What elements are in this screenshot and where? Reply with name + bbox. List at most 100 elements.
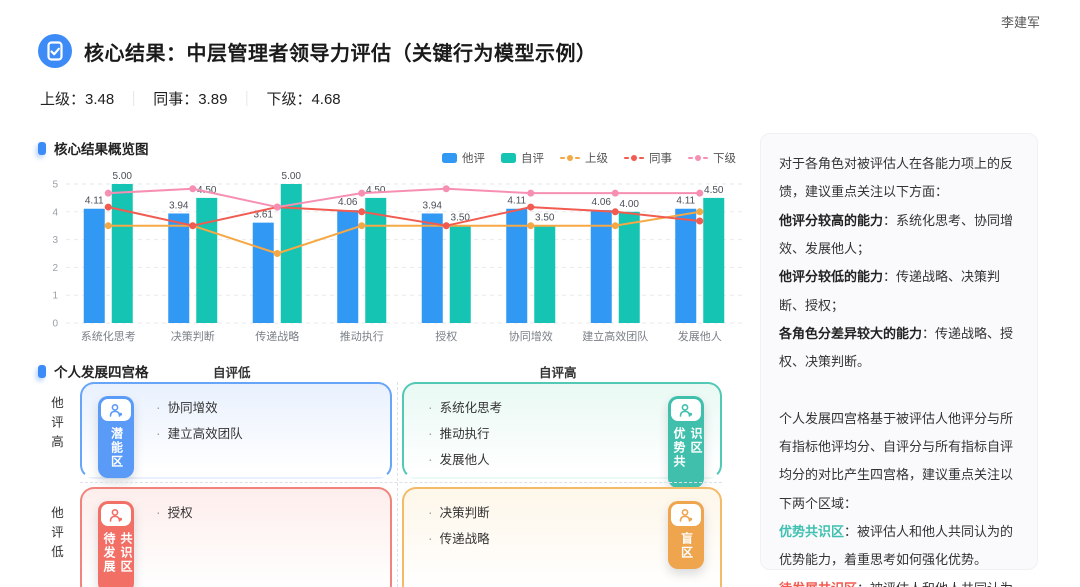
svg-text:1: 1 (52, 291, 58, 302)
svg-text:发展他人: 发展他人 (678, 329, 722, 343)
section-overview-title: 核心结果概览图 (38, 138, 149, 158)
item-bullet-icon: · (428, 450, 433, 467)
legend-swatch-bar-icon (501, 153, 516, 163)
item-bullet-icon: · (156, 424, 161, 441)
advice-text: 对于各角色对被评估人在各能力项上的反馈，建议重点关注以下方面： (779, 156, 1014, 200)
svg-text:建立高效团队: 建立高效团队 (582, 329, 648, 343)
person-star-icon (671, 399, 701, 421)
item-label: 协同增效 (167, 401, 218, 415)
svg-text:3.94: 3.94 (423, 200, 443, 211)
legend-label: 下级 (713, 153, 736, 165)
advice-paragraph: 各角色分差异较大的能力：传递战略、授权、决策判断。 (779, 320, 1019, 377)
page-title: 核心结果：中层管理者领导力评估（关键行为模型示例） (84, 42, 597, 65)
advice-paragraph: 待发展共识区：被评估人和他人共同认为的发展机会，着重关注对其工作结果影响较大的能… (779, 575, 1019, 587)
advice-text: ：系统化思考、协同增效、发展他人； (779, 212, 1014, 256)
svg-text:4.06: 4.06 (592, 197, 612, 208)
zone-item: · 系统化思考 (428, 397, 502, 416)
svg-text:3.50: 3.50 (535, 213, 555, 224)
advice-text: 他评分较高的能力 (779, 212, 884, 228)
item-label: 建立高效团队 (167, 427, 243, 441)
section-overview-label: 核心结果概览图 (54, 142, 149, 157)
quadrant-cell-potential: 潜能区 · 协同增效 · 建立高效团队 (80, 382, 392, 479)
report-clipboard-icon (38, 34, 72, 68)
person-alert-icon (101, 504, 131, 526)
legend-swatch-bar-icon (442, 153, 457, 163)
advice-paragraph: 他评分较高的能力：系统化思考、协同增效、发展他人； (779, 207, 1019, 264)
item-label: 系统化思考 (439, 401, 503, 415)
quadrant-divider-vertical (397, 382, 398, 587)
svg-text:3.50: 3.50 (451, 213, 471, 224)
advice-panel: 对于各角色对被评估人在各能力项上的反馈，建议重点关注以下方面： 他评分较高的能力：… (760, 133, 1038, 587)
svg-text:3.61: 3.61 (254, 210, 274, 221)
quadrant-col-header-self-low: 自评低 (213, 366, 251, 380)
advice-paragraph: 他评分较低的能力：传递战略、决策判断、授权； (779, 263, 1019, 320)
svg-text:4.06: 4.06 (338, 197, 358, 208)
legend-label: 上级 (585, 153, 608, 165)
advice-highlight: 优势共识区 (779, 523, 845, 539)
advice-text: 他评分较低的能力 (779, 269, 884, 285)
zone-badge-待发展共识区: 待发展共识区 (98, 501, 134, 587)
svg-text:4: 4 (52, 207, 58, 218)
advice-text: 各角色分差异较大的能力 (779, 325, 923, 341)
svg-text:4.50: 4.50 (704, 185, 724, 196)
zone-badge-潜能区: 潜能区 (98, 396, 134, 478)
paragraph-spacer (779, 377, 1019, 405)
zone-badge-label: 待发展共识区 (102, 532, 133, 574)
stat-上级: 上级：3.48 (40, 91, 115, 108)
item-label: 推动执行 (439, 427, 490, 441)
advice-highlight: 待发展共识区 (779, 581, 857, 587)
zone-items: · 系统化思考 · 推动执行 · 发展他人 (428, 397, 502, 475)
svg-text:4.50: 4.50 (366, 185, 386, 196)
svg-text:4.00: 4.00 (620, 199, 640, 210)
item-bullet-icon: · (428, 503, 433, 520)
section-bullet-icon (38, 364, 46, 378)
item-label: 发展他人 (439, 453, 490, 467)
legend-item-自评[interactable]: 自评 (501, 150, 544, 166)
svg-text:5.00: 5.00 (113, 171, 133, 182)
legend-swatch-line-icon (688, 155, 708, 161)
page-header: 核心结果：中层管理者领导力评估（关键行为模型示例） (38, 34, 597, 68)
zone-item: · 建立高效团队 (156, 423, 243, 442)
section-bullet-icon (38, 141, 46, 155)
legend-item-上级[interactable]: 上级 (560, 150, 608, 166)
zone-badge-label: 优势共识区 (672, 427, 703, 469)
legend-item-同事[interactable]: 同事 (624, 150, 672, 166)
item-bullet-icon: · (428, 398, 433, 415)
advice-text: ：传递战略、授权、决策判断。 (779, 325, 1014, 370)
item-label: 授权 (167, 506, 193, 520)
zone-item: · 决策判断 (428, 502, 490, 521)
svg-text:决策判断: 决策判断 (171, 329, 215, 343)
overview-chart: 0 1 2 3 4 5 系统化思考 决策判断 传递战略 推动执行 授权 协同增效 建立高效团队 发展他人 4… (40, 166, 748, 353)
person-blind-icon (671, 504, 701, 526)
svg-text:4.11: 4.11 (676, 196, 695, 207)
zone-badge-优势共识区: 优势共识区 (668, 396, 704, 488)
quadrant-row-header-other-high: 他评高 (49, 396, 63, 455)
zone-item: · 传递战略 (428, 528, 490, 547)
quadrant-cell-development-consensus: 待发展共识区 · 授权 (80, 487, 392, 587)
quadrant-cell-blind-spot: 盲区 · 决策判断 · 传递战略 (402, 487, 722, 587)
legend-swatch-line-icon (560, 155, 580, 161)
quadrant-row-header-other-low: 他评低 (49, 506, 63, 565)
svg-text:协同增效: 协同增效 (509, 329, 553, 343)
overview-chart-svg: 0 1 2 3 4 5 系统化思考 决策判断 传递战略 推动执行 授权 协同增效 建立高效团队 发展他人 4… (52, 171, 742, 343)
advice-text: ：被评估人和他人共同认为的发展机会，着重关注对其工作结果影响较大的能力。 (779, 581, 1013, 587)
section-quadrant-label: 个人发展四宫格 (54, 365, 149, 380)
zone-badge-label: 盲区 (679, 532, 694, 560)
legend-label: 自评 (521, 153, 544, 165)
quadrant-divider-horizontal (80, 482, 722, 483)
advice-paragraph: 对于各角色对被评估人在各能力项上的反馈，建议重点关注以下方面： (779, 150, 1019, 207)
svg-text:3: 3 (52, 235, 58, 246)
chart-legend: 他评 自评 上级 同事 下级 (40, 150, 736, 166)
legend-item-他评[interactable]: 他评 (442, 150, 485, 166)
legend-item-下级[interactable]: 下级 (688, 150, 736, 166)
section-quadrant-title: 个人发展四宫格 (38, 361, 149, 381)
advice-paragraph: 个人发展四宫格基于被评估人他评分与所有指标他评均分、自评分与所有指标自评均分的对… (779, 405, 1019, 518)
zone-item: · 发展他人 (428, 449, 502, 468)
advice-text: 个人发展四宫格基于被评估人他评分与所有指标他评均分、自评分与所有指标自评均分的对… (779, 410, 1014, 511)
svg-text:2: 2 (52, 263, 58, 274)
svg-text:授权: 授权 (435, 329, 457, 343)
item-label: 传递战略 (439, 532, 490, 546)
stats-row: 上级：3.48 ｜ 同事：3.89 ｜ 下级：4.68 (40, 88, 341, 109)
svg-text:5: 5 (52, 180, 58, 191)
